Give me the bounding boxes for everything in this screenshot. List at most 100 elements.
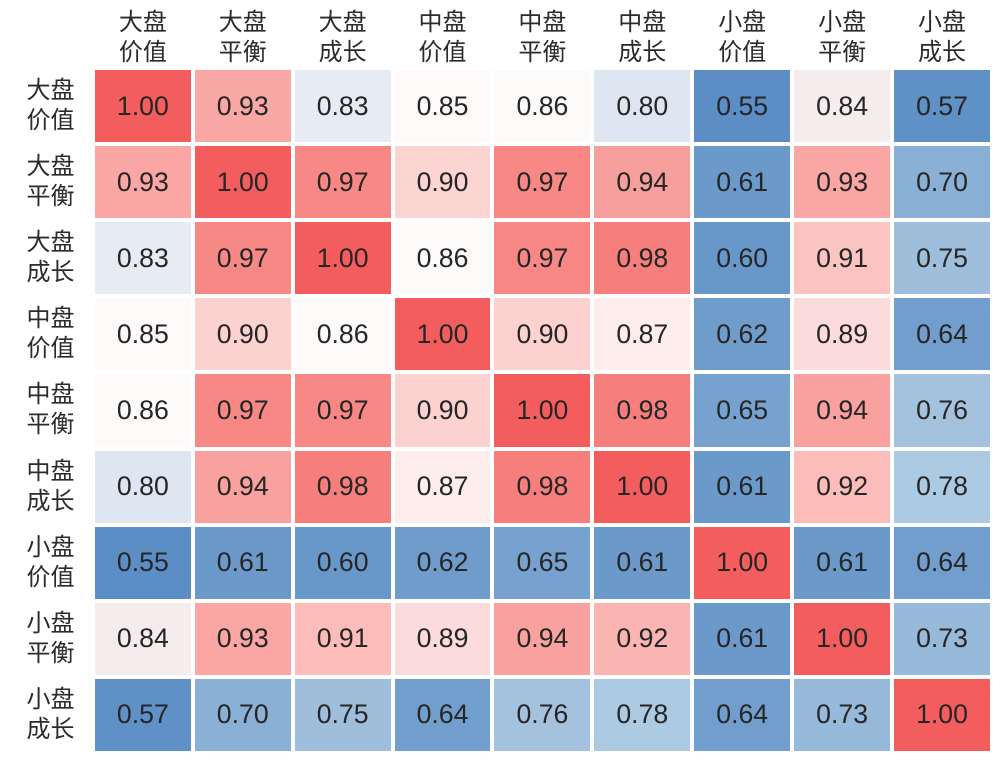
row-header-label: 大盘 成长 [8, 220, 93, 296]
heatmap-cell: 0.61 [692, 144, 792, 220]
heatmap-cell: 0.83 [93, 220, 193, 296]
heatmap-cell-value: 0.55 [95, 527, 191, 599]
heatmap-cell: 0.65 [492, 525, 592, 601]
heatmap-cell: 0.64 [692, 677, 792, 753]
heatmap-cell: 0.94 [193, 449, 293, 525]
row-header: 大盘 价值 [8, 68, 93, 144]
heatmap-cell-value: 0.86 [95, 374, 191, 446]
heatmap-cell-value: 0.75 [295, 679, 391, 751]
heatmap-cell-value: 0.98 [594, 374, 690, 446]
heatmap-cell-value: 0.85 [395, 70, 491, 142]
heatmap-cell-value: 0.97 [295, 146, 391, 218]
heatmap-cell: 1.00 [93, 68, 193, 144]
heatmap-cell: 0.61 [193, 525, 293, 601]
heatmap-cell-value: 0.64 [894, 527, 990, 599]
heatmap-cell: 0.89 [393, 601, 493, 677]
heatmap-cell-value: 1.00 [894, 679, 990, 751]
row-header: 大盘 成长 [8, 220, 93, 296]
heatmap-cell-value: 0.65 [694, 374, 790, 446]
row-header-label: 小盘 平衡 [8, 601, 93, 677]
heatmap-cell: 0.94 [492, 601, 592, 677]
heatmap-cell-value: 0.86 [295, 298, 391, 370]
heatmap-cell-value: 0.83 [295, 70, 391, 142]
heatmap-cell: 0.70 [193, 677, 293, 753]
heatmap-cell-value: 0.62 [395, 527, 491, 599]
heatmap-cell: 0.97 [293, 144, 393, 220]
heatmap-cell: 0.90 [393, 372, 493, 448]
heatmap-cell: 0.64 [892, 525, 992, 601]
row-header-label: 中盘 平衡 [8, 372, 93, 448]
heatmap-cell-value: 0.64 [894, 298, 990, 370]
heatmap-cell-value: 0.84 [794, 70, 890, 142]
heatmap-cell-value: 0.61 [594, 527, 690, 599]
heatmap-cell-value: 0.75 [894, 222, 990, 294]
heatmap-cell: 0.61 [692, 601, 792, 677]
heatmap-cell-value: 0.90 [494, 298, 590, 370]
heatmap-cell-value: 0.90 [195, 298, 291, 370]
heatmap-container: 大盘 价值大盘 平衡大盘 成长中盘 价值中盘 平衡中盘 成长小盘 价值小盘 平衡… [0, 0, 1000, 761]
heatmap-cell: 0.85 [393, 68, 493, 144]
col-header: 小盘 平衡 [792, 8, 892, 68]
heatmap-cell-value: 0.90 [395, 146, 491, 218]
heatmap-cell: 0.94 [792, 372, 892, 448]
heatmap-cell: 0.98 [492, 449, 592, 525]
heatmap-cell-value: 1.00 [494, 374, 590, 446]
heatmap-cell: 0.55 [93, 525, 193, 601]
heatmap-cell: 0.97 [492, 220, 592, 296]
heatmap-cell-value: 0.93 [195, 603, 291, 675]
heatmap-cell: 0.75 [892, 220, 992, 296]
heatmap-cell-value: 0.62 [694, 298, 790, 370]
col-header: 大盘 成长 [293, 8, 393, 68]
col-header-label: 中盘 价值 [393, 8, 493, 68]
row-header: 小盘 价值 [8, 525, 93, 601]
heatmap-cell-value: 0.91 [794, 222, 890, 294]
heatmap-cell-value: 0.85 [95, 298, 191, 370]
heatmap-cell-value: 0.73 [794, 679, 890, 751]
heatmap-cell: 0.61 [592, 525, 692, 601]
heatmap-cell-value: 0.94 [494, 603, 590, 675]
heatmap-cell-value: 0.86 [395, 222, 491, 294]
heatmap-cell-value: 0.97 [494, 222, 590, 294]
col-header: 中盘 价值 [393, 8, 493, 68]
row-header-label: 中盘 成长 [8, 449, 93, 525]
heatmap-cell: 0.98 [293, 449, 393, 525]
heatmap-cell: 0.86 [393, 220, 493, 296]
heatmap-cell-value: 0.93 [195, 70, 291, 142]
heatmap-cell-value: 0.89 [794, 298, 890, 370]
heatmap-cell-value: 0.61 [694, 451, 790, 523]
heatmap-cell-value: 0.98 [295, 451, 391, 523]
heatmap-cell: 0.75 [293, 677, 393, 753]
heatmap-cell-value: 0.57 [95, 679, 191, 751]
row-header-label: 小盘 成长 [8, 677, 93, 753]
heatmap-cell-value: 0.86 [494, 70, 590, 142]
heatmap-cell-value: 0.92 [794, 451, 890, 523]
heatmap-cell: 0.97 [492, 144, 592, 220]
row-header: 中盘 价值 [8, 296, 93, 372]
heatmap-cell-value: 0.60 [694, 222, 790, 294]
heatmap-cell-value: 1.00 [594, 451, 690, 523]
row-header-label: 大盘 平衡 [8, 144, 93, 220]
heatmap-cell-value: 0.76 [494, 679, 590, 751]
col-header-label: 大盘 成长 [293, 8, 393, 68]
heatmap-cell-value: 1.00 [195, 146, 291, 218]
heatmap-cell-value: 1.00 [395, 298, 491, 370]
heatmap-cell-value: 1.00 [694, 527, 790, 599]
heatmap-cell: 0.91 [792, 220, 892, 296]
heatmap-cell: 0.86 [492, 68, 592, 144]
heatmap-cell: 0.60 [293, 525, 393, 601]
row-header-label: 中盘 价值 [8, 296, 93, 372]
heatmap-cell-value: 0.91 [295, 603, 391, 675]
heatmap-cell: 0.86 [293, 296, 393, 372]
heatmap-cell: 0.87 [393, 449, 493, 525]
heatmap-cell-value: 0.97 [195, 374, 291, 446]
heatmap-cell-value: 0.94 [794, 374, 890, 446]
heatmap-cell-value: 0.97 [195, 222, 291, 294]
heatmap-cell-value: 0.83 [95, 222, 191, 294]
heatmap-cell: 0.61 [792, 525, 892, 601]
heatmap-cell: 0.55 [692, 68, 792, 144]
heatmap-cell: 1.00 [193, 144, 293, 220]
heatmap-cell: 0.73 [792, 677, 892, 753]
correlation-heatmap: 大盘 价值大盘 平衡大盘 成长中盘 价值中盘 平衡中盘 成长小盘 价值小盘 平衡… [8, 8, 992, 753]
row-header-label: 小盘 价值 [8, 525, 93, 601]
heatmap-cell: 0.65 [692, 372, 792, 448]
